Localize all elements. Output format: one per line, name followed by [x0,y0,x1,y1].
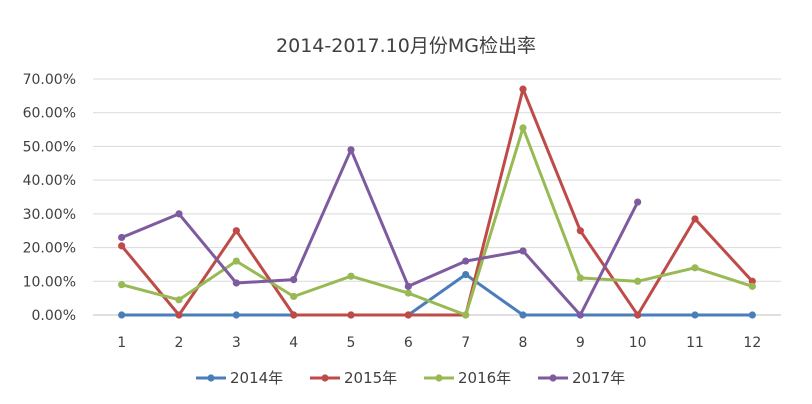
data-point [404,289,412,297]
data-point [691,311,699,319]
y-tick-label: 0.00% [32,308,76,324]
x-tick-label: 8 [519,335,528,351]
x-axis-tick-labels: 1 2 3 4 5 6 7 8 9 10 11 12 [117,335,761,351]
data-point [576,227,584,235]
legend-item: 2015年 [310,369,397,387]
legend-item: 2014年 [196,369,283,387]
x-tick-label: 10 [629,335,647,351]
data-point [347,272,355,280]
data-point [175,296,183,304]
x-tick-label: 5 [347,335,356,351]
y-tick-label: 30.00% [23,207,76,223]
data-point [404,282,412,290]
series-line [120,273,754,317]
y-axis-tick-labels: 0.00% 10.00% 20.00% 30.00% 40.00% 50.00% 60.00… [23,72,76,324]
series-lines [118,85,756,319]
series-2015年 [118,85,756,319]
x-tick-label: 12 [743,335,761,351]
data-point [175,311,183,319]
data-point [634,198,642,206]
data-point [290,311,298,319]
data-point [290,292,298,301]
data-point [118,242,126,250]
legend-swatch-marker [207,374,215,382]
legend-label: 2017年 [572,369,625,387]
legend-swatch-marker [435,374,443,382]
data-point [576,274,584,282]
x-tick-label: 1 [117,335,126,351]
x-tick-label: 4 [289,335,298,351]
y-tick-label: 50.00% [23,139,76,155]
y-tick-label: 10.00% [23,274,76,290]
data-point [175,210,183,218]
data-point [634,311,642,319]
x-tick-label: 7 [461,335,470,351]
data-point [519,247,527,255]
y-tick-label: 40.00% [23,173,76,189]
y-tick-label: 20.00% [23,241,76,257]
gridlines [93,78,781,316]
x-tick-label: 6 [404,335,413,351]
series-2017年 [118,146,642,319]
series-line [120,148,640,317]
data-point [118,311,126,319]
legend-label: 2016年 [458,369,511,387]
legend-label: 2015年 [344,369,397,387]
data-point [691,215,699,223]
data-point [232,311,240,319]
data-point [519,85,527,93]
data-point [748,311,756,319]
data-point [290,276,298,284]
x-tick-label: 9 [576,335,585,351]
data-point [519,311,527,319]
legend-swatch-marker [321,374,329,382]
data-point [404,311,412,319]
data-point [519,124,527,132]
chart-title: 2014-2017.10月份MG检出率 [276,35,536,57]
x-tick-label: 2 [175,335,184,351]
legend-swatch-marker [549,374,557,382]
x-tick-label: 3 [232,335,241,351]
data-point [347,146,355,154]
data-point [691,264,699,272]
data-point [118,233,126,242]
series-line [120,87,754,317]
series-line [120,126,754,317]
legend-item: 2016年 [424,369,511,387]
data-point [232,227,240,235]
data-point [748,277,756,285]
data-point [748,282,756,290]
y-tick-label: 60.00% [23,106,76,122]
data-point [232,279,240,287]
y-tick-label: 70.00% [23,72,76,88]
data-point [347,311,355,319]
data-point [634,277,642,285]
series-2016年 [118,124,756,319]
data-point [462,270,470,279]
legend-label: 2014年 [230,369,283,387]
legend: 2014年 2015年 2016年 2017年 [196,369,625,387]
data-point [462,311,470,319]
legend-item: 2017年 [538,369,625,387]
data-point [232,257,240,265]
data-point [462,257,470,265]
data-point [118,281,126,289]
x-tick-label: 11 [686,335,704,351]
data-point [576,311,584,319]
